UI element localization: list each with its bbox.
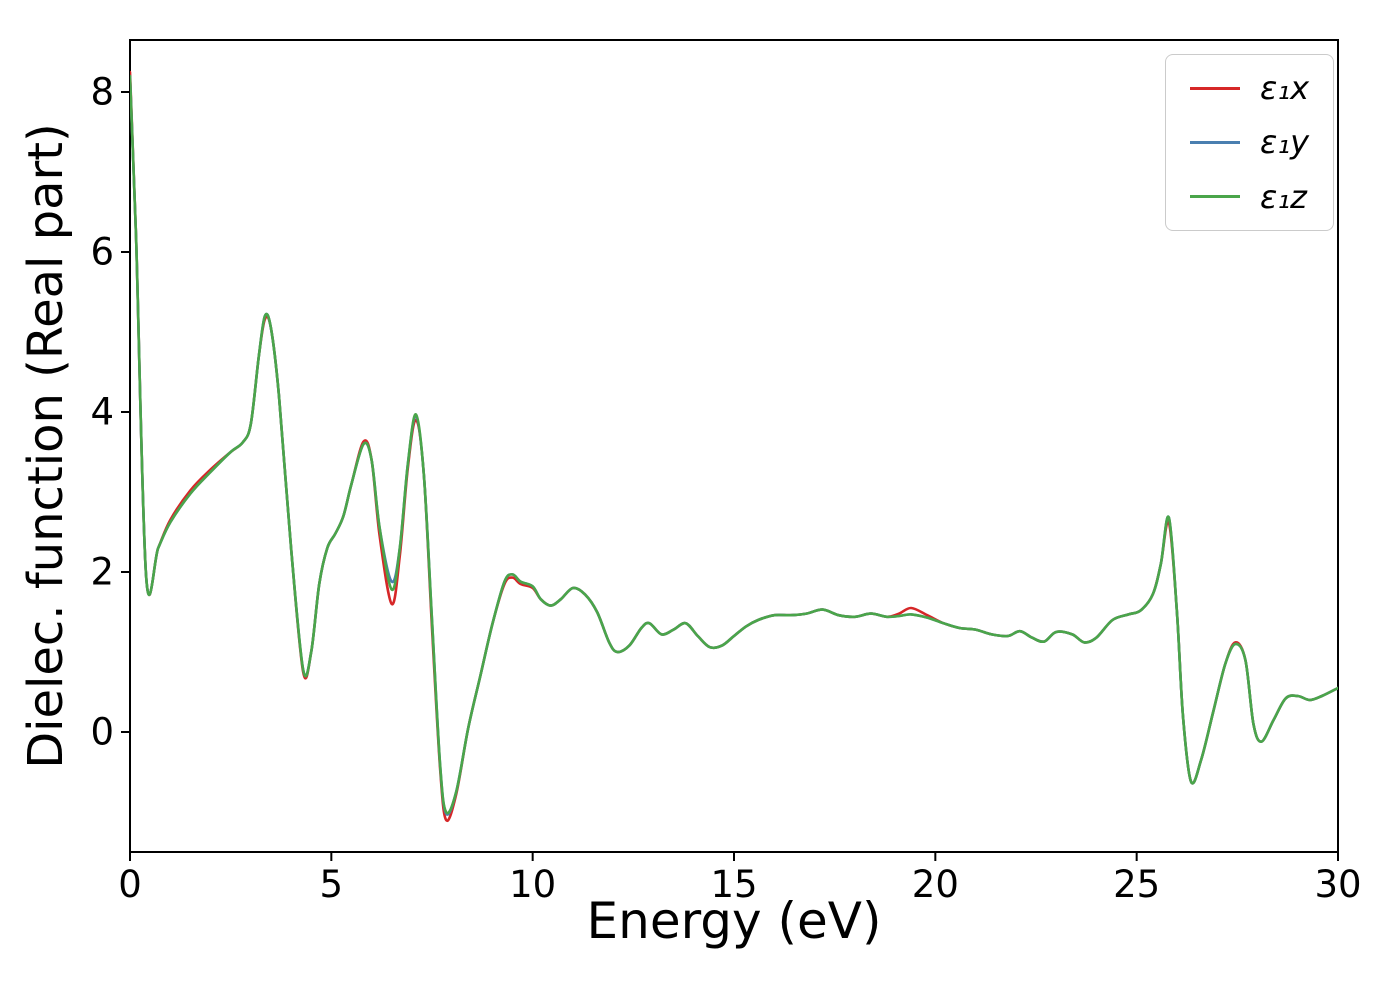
x-tick-label: 25 [1113,863,1160,906]
x-tick-label: 15 [710,863,757,906]
legend-entry-epsilon1x: ε₁x [1189,69,1309,107]
legend-entry-epsilon1y: ε₁y [1189,123,1309,162]
x-axis-label: Energy (eV) [586,892,882,950]
x-tick-label: 20 [912,863,959,906]
axes-spines [129,39,1339,853]
y-tick-label: 6 [90,231,114,274]
y-axis-label: Dielec. function (Real part) [18,123,74,769]
legend-line-epsilon1z [1189,195,1240,199]
legend-line-epsilon1y [1189,141,1240,145]
x-tick-label: 0 [118,863,142,906]
y-tick-label: 8 [90,71,114,114]
series-line-epsilon1y [130,74,1338,816]
y-tick-label: 2 [90,551,114,594]
series-line-epsilon1x [130,70,1338,823]
legend-label-epsilon1y: ε₁y [1259,123,1309,162]
y-tick-label: 0 [90,711,114,754]
legend-label-epsilon1z: ε₁z [1259,177,1307,216]
x-tick-label: 5 [320,863,344,906]
x-tick-label: 30 [1314,863,1361,906]
legend-label-epsilon1x: ε₁x [1259,69,1309,107]
legend-line-epsilon1x [1189,86,1240,90]
series-line-epsilon1z [130,74,1338,815]
legend-entry-epsilon1z: ε₁z [1189,177,1309,216]
legend: ε₁x ε₁y ε₁z [1164,54,1334,232]
y-tick-label: 4 [90,391,114,434]
x-tick-label: 10 [509,863,556,906]
